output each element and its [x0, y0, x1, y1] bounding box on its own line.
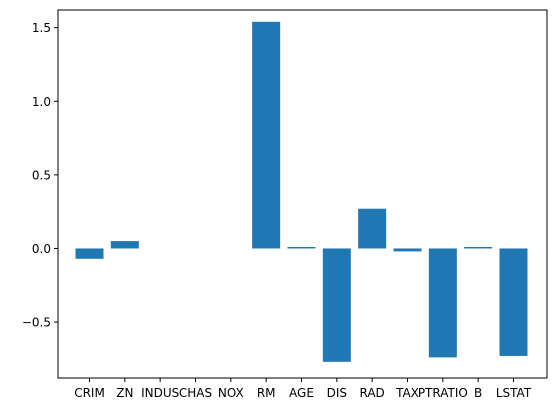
x-tick-label-chas: CHAS	[179, 386, 212, 400]
bar-ptratio	[428, 248, 457, 358]
x-tick-label-tax: TAX	[395, 386, 419, 400]
x-tick-label-rad: RAD	[360, 386, 385, 400]
x-tick-label-zn: ZN	[116, 386, 133, 400]
x-tick-label-b: B	[474, 386, 482, 400]
y-tick-label: 0.5	[32, 168, 51, 182]
x-tick-label-rm: RM	[257, 386, 276, 400]
y-tick-label: 1.0	[32, 95, 51, 109]
y-tick-label: 0.0	[32, 242, 51, 256]
bar-age	[287, 246, 316, 249]
bar-rm	[252, 21, 281, 249]
y-tick-label: −0.5	[22, 316, 51, 330]
bar-crim	[75, 248, 104, 259]
bar-dis	[322, 248, 351, 362]
bar-tax	[393, 248, 422, 252]
x-tick-label-age: AGE	[289, 386, 314, 400]
plot-frame	[57, 9, 548, 379]
y-axis: −0.5 0.0 0.5 1.0 1.5	[22, 21, 58, 330]
x-tick-label-ptratio: PTRATIO	[418, 386, 468, 400]
x-tick-label-crim: CRIM	[74, 386, 105, 400]
x-tick-label-dis: DIS	[327, 386, 347, 400]
x-tick-label-nox: NOX	[218, 386, 244, 400]
bar-rad	[358, 208, 387, 249]
bar-b	[464, 246, 493, 249]
bar-lstat	[499, 248, 528, 356]
x-tick-label-lstat: LSTAT	[496, 386, 532, 400]
x-tick-label-indus: INDUS	[141, 386, 179, 400]
bars-group	[75, 21, 528, 362]
bar-zn	[110, 241, 139, 249]
y-tick-label: 1.5	[32, 21, 51, 35]
